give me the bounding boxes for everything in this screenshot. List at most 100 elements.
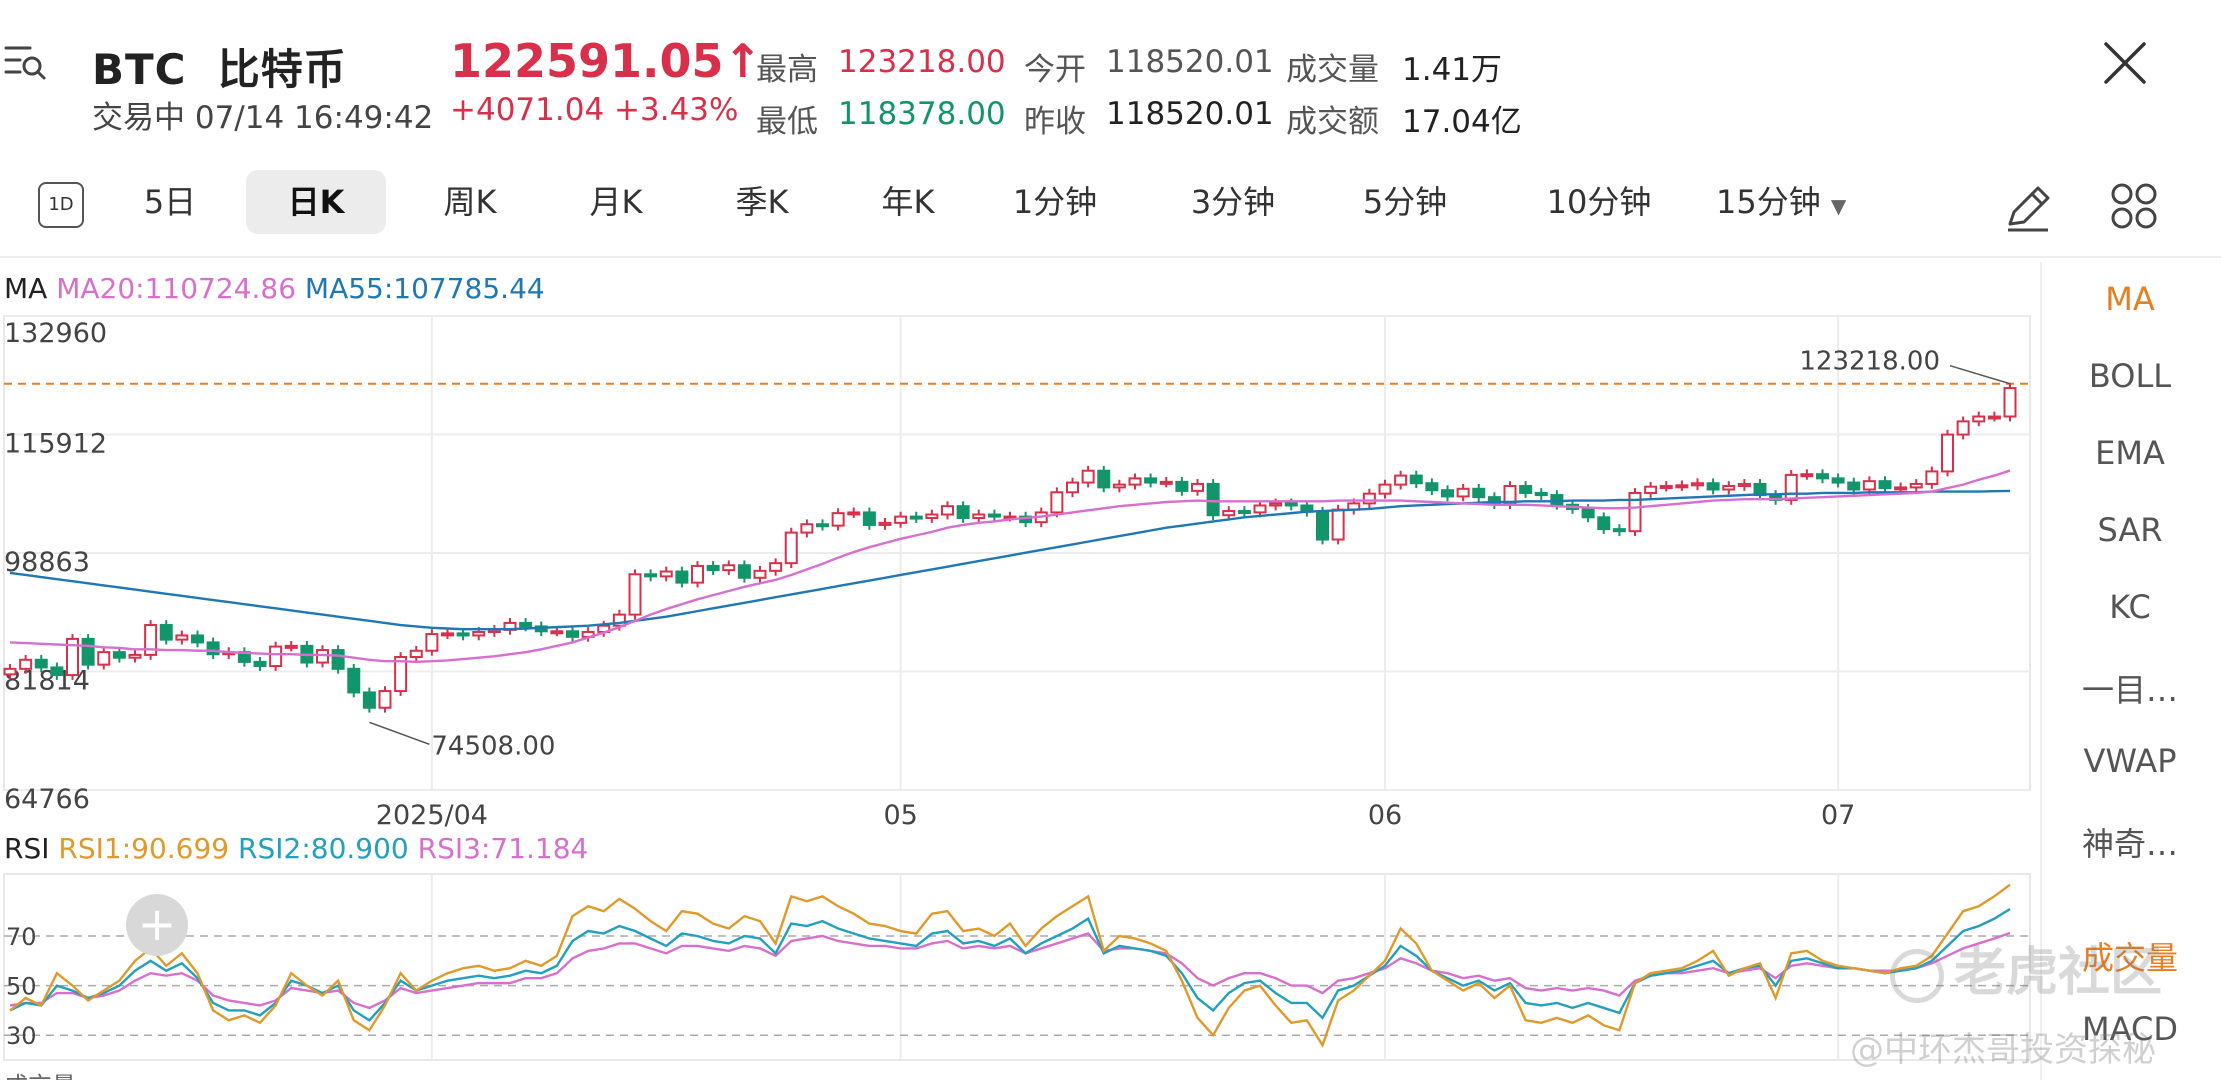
y-tick-label: 132960 bbox=[4, 318, 107, 349]
tab-yearly-k[interactable]: 年K bbox=[881, 183, 935, 221]
close-icon[interactable] bbox=[2100, 38, 2150, 88]
indicator-ma[interactable]: MA bbox=[2105, 280, 2155, 318]
candle-body bbox=[128, 653, 142, 659]
candle-body bbox=[1128, 477, 1142, 486]
candle-body bbox=[1941, 433, 1954, 473]
indicator-ichimoku[interactable]: 一目… bbox=[2081, 671, 2178, 709]
indicator-sar[interactable]: SAR bbox=[2097, 511, 2163, 549]
tab-5d[interactable]: 5日 bbox=[143, 183, 197, 221]
candle-body bbox=[1847, 481, 1861, 491]
ma55-line bbox=[9, 489, 2011, 631]
high-label: 最高 bbox=[756, 52, 818, 88]
candle-body bbox=[1362, 492, 1376, 505]
candle-body bbox=[519, 621, 533, 628]
tab-15min[interactable]: 15分钟 ▼ bbox=[1716, 170, 1866, 234]
candle-body bbox=[878, 521, 892, 526]
indicator-volume[interactable]: 成交量 bbox=[2081, 939, 2178, 977]
indicator-vwap[interactable]: VWAP bbox=[2083, 742, 2177, 780]
high-marker-label: 123218.00 bbox=[1799, 347, 1940, 377]
rsi-legend: RSI RSI1:90.699 RSI2:80.900 RSI3:71.184 bbox=[4, 832, 588, 865]
candle-body bbox=[972, 513, 986, 519]
high-marker-leader bbox=[1949, 364, 2011, 385]
candle-body bbox=[784, 531, 798, 565]
candle-body bbox=[1191, 482, 1204, 492]
indicator-kc[interactable]: KC bbox=[2109, 588, 2151, 626]
volume-panel-label-cut: 成交量 bbox=[4, 1066, 76, 1080]
candle-body bbox=[1472, 487, 1486, 499]
candle-body bbox=[1222, 510, 1236, 517]
menu-search-icon[interactable] bbox=[4, 40, 48, 84]
rsi-chart[interactable]: 70 50 30 bbox=[0, 870, 2040, 1070]
y-tick-label: 64766 bbox=[4, 784, 90, 815]
candle-body bbox=[1862, 480, 1876, 491]
tab-1min[interactable]: 1分钟 bbox=[1012, 183, 1098, 221]
candle-body bbox=[159, 624, 173, 641]
draw-pen-icon[interactable] bbox=[2000, 180, 2056, 236]
tab-5min[interactable]: 5分钟 bbox=[1362, 183, 1448, 221]
candle-body bbox=[1722, 485, 1736, 491]
symbol-code: BTC bbox=[92, 45, 187, 94]
candle-body bbox=[1628, 491, 1642, 533]
candle-body bbox=[1519, 485, 1533, 494]
turnover-label: 成交额 bbox=[1286, 104, 1379, 140]
prev-close-label: 昨收 bbox=[1024, 104, 1086, 140]
layout-grid-icon[interactable] bbox=[2108, 180, 2160, 232]
candle-body bbox=[394, 656, 408, 693]
candle-body bbox=[831, 512, 845, 527]
candle-body bbox=[644, 573, 658, 578]
side-panel-divider bbox=[2040, 262, 2042, 1080]
candle-body bbox=[3, 667, 17, 676]
indicator-macd[interactable]: MACD bbox=[2082, 1010, 2178, 1048]
candle-body bbox=[1706, 482, 1720, 491]
x-tick-label: 2025/04 bbox=[376, 800, 488, 830]
candle-body bbox=[1894, 486, 1908, 491]
candle-body bbox=[1909, 482, 1923, 489]
candle-body bbox=[81, 637, 95, 666]
tab-10min[interactable]: 10分钟 bbox=[1546, 183, 1652, 221]
candle-body bbox=[316, 649, 329, 664]
candle-body bbox=[753, 569, 767, 579]
toolbar-divider bbox=[0, 256, 2221, 258]
period-picker-icon[interactable]: 1D bbox=[38, 182, 84, 228]
open-label: 今开 bbox=[1024, 52, 1086, 88]
rsi3-line bbox=[9, 931, 2011, 1010]
candle-body bbox=[894, 515, 908, 524]
rsi-legend-name: RSI bbox=[4, 832, 50, 865]
rsi-tick-label: 30 bbox=[6, 1022, 37, 1050]
watermark-user: @中环杰哥投资探秘 bbox=[1850, 1030, 2156, 1070]
candle-body bbox=[1800, 473, 1814, 478]
volume-value: 1.41万 bbox=[1402, 52, 1503, 88]
candle-body bbox=[1175, 480, 1189, 492]
add-crosshair-button[interactable]: + bbox=[126, 894, 188, 956]
candle-body bbox=[1816, 473, 1829, 480]
candle-body bbox=[206, 641, 220, 656]
x-tick-label: 06 bbox=[1368, 800, 1402, 830]
indicator-ema[interactable]: EMA bbox=[2095, 434, 2165, 472]
candle-body bbox=[144, 624, 158, 656]
candle-body bbox=[1378, 483, 1392, 495]
watermark-brand: 老虎社区 bbox=[1890, 930, 2162, 1005]
candle-body bbox=[19, 658, 33, 670]
candle-body bbox=[737, 564, 751, 579]
low-label: 最低 bbox=[756, 104, 818, 140]
candle-body bbox=[1925, 470, 1939, 485]
candle-body bbox=[362, 691, 376, 709]
tab-3min[interactable]: 3分钟 bbox=[1190, 183, 1276, 221]
tab-monthly-k[interactable]: 月K bbox=[589, 183, 643, 221]
turnover-value: 17.04亿 bbox=[1402, 104, 1522, 140]
candle-body bbox=[987, 513, 1001, 518]
tab-daily-k[interactable]: 日K bbox=[246, 170, 386, 234]
indicator-magic[interactable]: 神奇… bbox=[2081, 825, 2178, 863]
candle-body bbox=[1659, 485, 1673, 490]
tab-quarterly-k[interactable]: 季K bbox=[735, 183, 789, 221]
candle-body bbox=[1675, 484, 1689, 489]
tab-weekly-k[interactable]: 周K bbox=[443, 183, 497, 221]
candle-body bbox=[1878, 480, 1892, 490]
indicator-boll[interactable]: BOLL bbox=[2088, 357, 2172, 395]
candle-body bbox=[566, 630, 579, 638]
y-tick-label: 115912 bbox=[4, 429, 107, 460]
candle-body bbox=[1409, 474, 1423, 485]
dropdown-caret-icon: ▼ bbox=[1830, 194, 1847, 218]
candle-body bbox=[1612, 528, 1626, 533]
